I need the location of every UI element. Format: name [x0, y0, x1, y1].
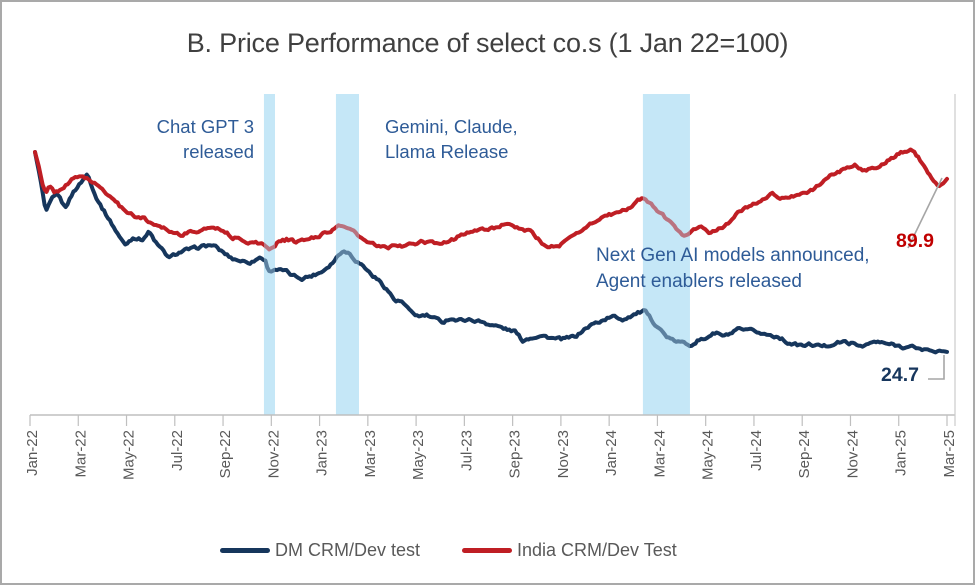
x-axis-label: May-23 [410, 430, 427, 480]
annotation-line: released [183, 141, 254, 162]
legend: DM CRM/Dev test India CRM/Dev Test [2, 537, 973, 563]
annotation-line: Next Gen AI models announced, [596, 245, 870, 266]
x-axis-label: Jan-24 [603, 430, 620, 476]
x-axis-label: Jul-22 [169, 430, 186, 471]
annotation-chatgpt-released: Chat GPT 3 released [120, 114, 254, 164]
x-axis-label: May-22 [121, 430, 138, 480]
x-axis-label: Mar-24 [651, 430, 668, 478]
event-band-overlay [335, 94, 359, 415]
annotation-next-gen-ai: Next Gen AI models announced, Agent enab… [596, 243, 926, 295]
legend-item-india: India CRM/Dev Test [462, 537, 677, 563]
india-label-leader-line [907, 177, 943, 249]
x-axis-label: Jul-24 [748, 430, 765, 471]
annotation-line: Chat GPT 3 [156, 116, 254, 137]
x-axis-label: Nov-24 [844, 430, 861, 478]
x-axis-label: Mar-23 [362, 430, 379, 478]
x-axis-label: Mar-22 [72, 430, 89, 478]
x-axis-label: Sep-24 [796, 430, 813, 478]
event-band-overlay [263, 94, 275, 415]
x-axis-label: Nov-23 [555, 430, 572, 478]
x-axis-label: Jan-22 [24, 430, 41, 476]
legend-label-india: India CRM/Dev Test [517, 539, 677, 560]
annotation-line: Llama Release [385, 141, 509, 162]
x-axis-label: May-24 [700, 430, 717, 480]
x-axis-label: Nov-22 [265, 430, 282, 478]
event-band-overlay [642, 94, 690, 415]
india-line-swatch-icon [462, 547, 512, 553]
dm-label-leader-line [928, 355, 945, 380]
x-axis-label: Sep-23 [507, 430, 524, 478]
dm-series-line [33, 150, 949, 355]
dm-series-end-value-label: 24.7 [881, 364, 919, 386]
india-series-end-value-label: 89.9 [896, 230, 934, 252]
dm-line-swatch-icon [220, 547, 270, 553]
x-axis-label: Jan-23 [314, 430, 331, 476]
legend-item-dm: DM CRM/Dev test [220, 537, 420, 563]
annotation-line: Gemini, Claude, [385, 116, 518, 137]
event-band [642, 94, 690, 415]
annotation-line: Agent enablers released [596, 271, 802, 292]
annotation-gemini-claude-llama: Gemini, Claude, Llama Release [385, 114, 645, 164]
x-axis-label: Mar-25 [941, 430, 958, 478]
chart-title: B. Price Performance of select co.s (1 J… [186, 28, 789, 58]
x-axis-label: Jan-25 [893, 430, 910, 476]
legend-label-dm: DM CRM/Dev test [275, 539, 421, 560]
event-band [263, 94, 275, 415]
x-axis-label: Jul-23 [458, 430, 475, 471]
india-series-line [33, 147, 949, 252]
x-axis-label: Sep-22 [217, 430, 234, 478]
